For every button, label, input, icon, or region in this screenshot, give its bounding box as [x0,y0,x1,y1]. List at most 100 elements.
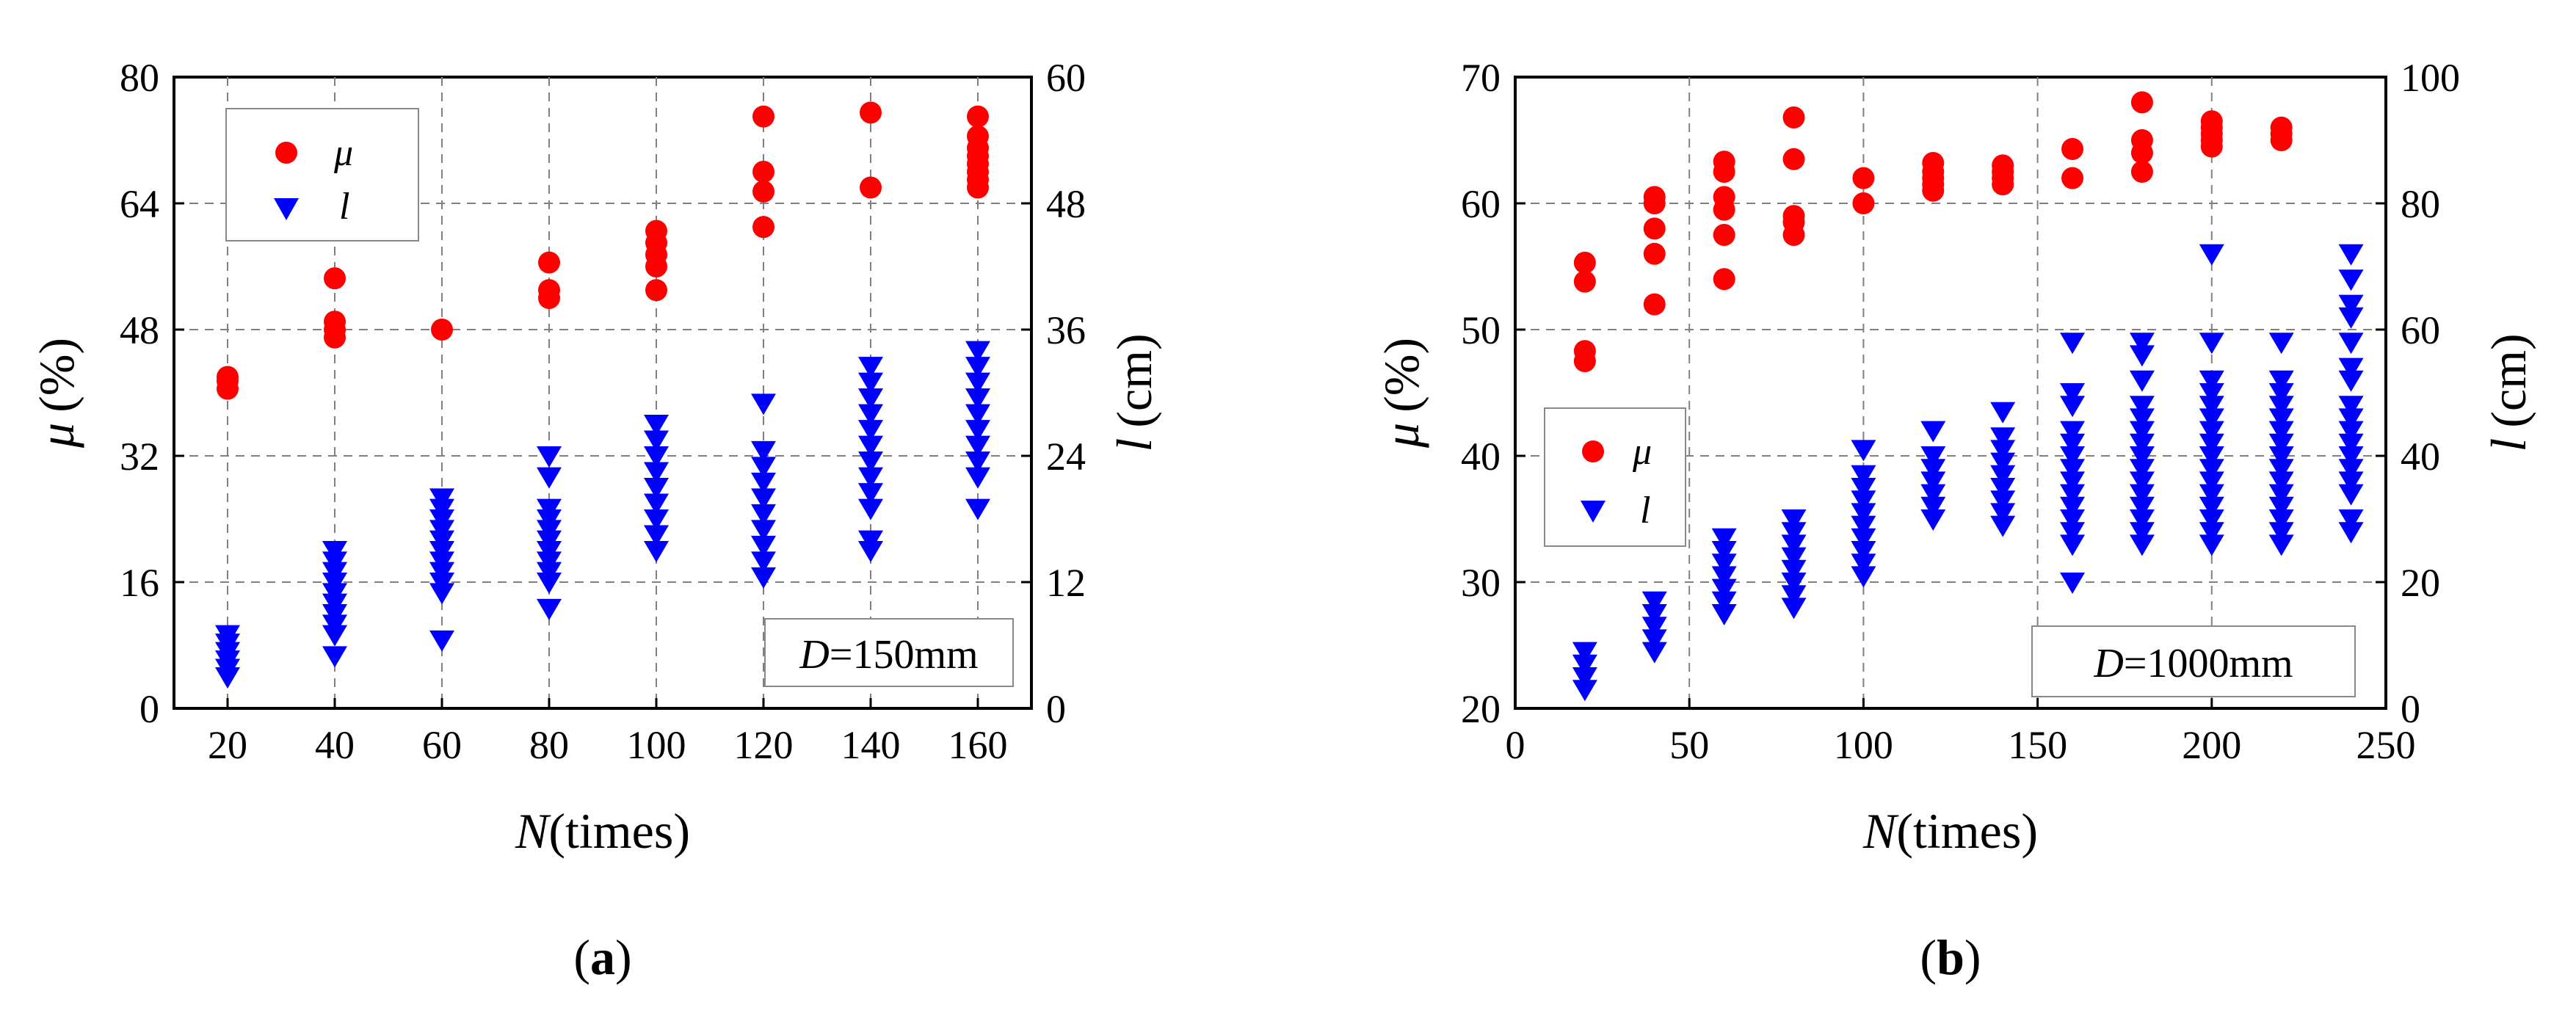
data-point-l [1781,585,1807,607]
data-point-l [1990,515,2016,537]
data-point-l [858,451,883,473]
data-point-l [2129,446,2155,468]
x-tick-label: 150 [2008,723,2067,767]
data-point-mu [2270,116,2293,139]
data-point-mu [1573,270,1596,293]
data-point-l [1990,478,2016,499]
data-point-mu [860,101,882,124]
data-point-l [2060,471,2086,493]
data-point-l [1990,440,2016,462]
y-right-tick-label: 80 [2401,182,2440,226]
x-tick-label: 140 [841,723,901,767]
data-point-l [2129,396,2155,418]
panel-label-a: (a) [573,929,631,985]
data-point-l [2129,471,2155,493]
y-right-axis-unit: (cm) [2481,333,2536,427]
data-point-mu [538,251,560,274]
data-point-mu [1713,186,1735,208]
data-point-mu [967,105,989,128]
data-point-l [858,498,883,520]
data-point-mu [2130,161,2153,183]
data-point-l [2129,522,2155,544]
y-right-tick-label: 100 [2401,56,2460,100]
legend: μ l [225,108,419,242]
data-point-l [2129,534,2155,556]
data-point-l [1851,465,1876,487]
data-point-l [2268,471,2294,493]
data-point-l [2338,269,2364,291]
y-right-tick-label: 60 [1046,56,1086,100]
data-point-l [965,388,990,410]
data-point-l [644,415,669,436]
data-point-l [1990,503,2016,525]
x-tick-labels: 20 40 60 80 100 120 140 160 [208,698,1008,767]
data-point-l [1851,490,1876,512]
data-point-l [965,341,990,363]
data-point-l [965,435,990,457]
legend-box [1544,407,1686,547]
data-point-mu [2061,167,2084,189]
data-point-mu [324,267,346,290]
data-point-l [1641,642,1667,664]
data-point-mu [2130,91,2153,114]
y-left-tick-label: 20 [1461,687,1501,731]
x-tick-label: 40 [315,723,355,767]
data-point-l [751,440,776,462]
data-point-l [2199,396,2224,418]
data-point-l [1851,541,1876,562]
data-point-l [858,435,883,457]
legend-marker-l [1581,501,1606,523]
y-right-axis-var: l [2481,438,2536,452]
data-point-l [1851,478,1876,499]
data-point-l [1990,427,2016,449]
data-point-l [2199,496,2224,518]
data-point-mu [752,161,774,183]
y-left-tick-labels: 20 30 40 50 60 70 [1461,56,1525,731]
data-point-l [2199,459,2224,481]
data-point-l [2129,370,2155,392]
data-point-l [1641,617,1667,639]
data-point-l [1851,566,1876,588]
data-point-mu [1852,192,1875,214]
annotation-text: D=1000mm [2093,641,2293,686]
data-point-l [858,420,883,442]
legend-label-mu: μ [1632,431,1652,473]
data-point-l [2060,534,2086,556]
data-point-l [2268,396,2294,418]
data-point-l [2338,446,2364,468]
data-point-l [1711,604,1737,625]
y-left-tick-labels: 0 16 32 48 64 80 [120,56,184,731]
plot-area-frame [173,76,1033,710]
data-point-mu [752,180,774,203]
data-point-l [1781,559,1807,581]
data-point-l [2129,496,2155,518]
data-point-mu [1782,148,1805,170]
data-point-l [858,357,883,379]
annotation-box [2031,625,2356,697]
data-point-l [751,535,776,557]
data-point-mu [2061,138,2084,161]
x-axis-unit: (times) [1896,803,2038,859]
data-point-l [1711,578,1737,600]
data-point-l [2060,333,2086,355]
y-left-tick-label: 30 [1461,561,1501,605]
data-point-l [1781,534,1807,556]
data-point-l [1851,440,1876,462]
y-left-tick-label: 60 [1461,182,1501,226]
data-point-l [965,372,990,394]
y-left-axis-label: μ (%) [1374,338,1429,449]
annotation-box [764,618,1014,687]
y-left-axis-unit: (%) [1374,338,1429,413]
y-left-tick-label: 40 [1461,435,1501,479]
data-point-l [2338,307,2364,329]
data-point-l [1990,452,2016,474]
data-point-l [2338,370,2364,392]
y-left-tick-label: 70 [1461,56,1501,100]
data-point-l [1920,509,1946,531]
data-point-l [429,488,454,510]
data-point-l [1711,591,1737,613]
data-point-l [2338,421,2364,443]
data-point-mu [324,311,346,333]
data-point-l [2199,471,2224,493]
data-point-l [858,530,883,552]
